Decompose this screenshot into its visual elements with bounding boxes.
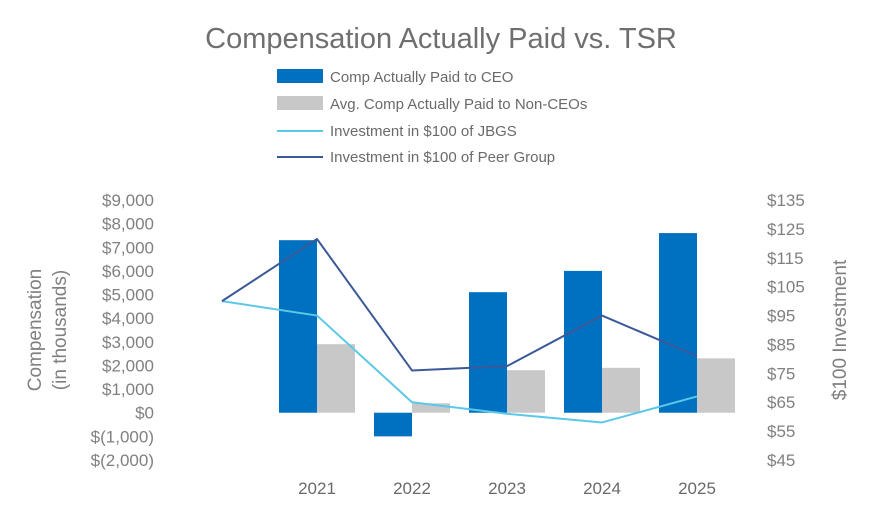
bar-series-2-2021 [317, 344, 355, 413]
y-left-tick-10: $(1,000) [91, 427, 154, 446]
bar-series-1-2023 [469, 292, 507, 413]
y-left-tick-3: $6,000 [102, 262, 154, 281]
bar-series-2-2023 [507, 370, 545, 413]
legend-item-3: Investment in $100 of JBGS [277, 123, 517, 140]
chart-title: Compensation Actually Paid vs. TSR [205, 23, 677, 55]
y-right-axis-label: $100 Investment [830, 259, 851, 400]
y-right-tick-8: $55 [767, 422, 795, 441]
x-tick-2025: 2025 [678, 479, 716, 498]
bar-series-2-2022 [412, 403, 450, 413]
legend-swatch-2 [277, 96, 323, 110]
y-left-tick-0: $9,000 [102, 191, 154, 210]
y-right-axis: $135 $125 $115 $105 $95 $85 $75 $65 $55 $45 [767, 191, 805, 470]
y-left-tick-5: $4,000 [102, 309, 154, 328]
legend-item-4: Investment in $100 of Peer Group [277, 149, 555, 166]
y-left-axis: $9,000 $8,000 $7,000 $6,000 $5,000 $4,000 $3,0… [91, 191, 154, 470]
y-left-axis-label-line-1: Compensation [25, 269, 46, 392]
bar-series-1-2024 [564, 270, 602, 413]
y-left-tick-7: $2,000 [102, 356, 154, 375]
lines-layer [221, 238, 698, 424]
y-left-tick-2: $7,000 [102, 238, 154, 257]
y-right-tick-2: $115 [767, 249, 804, 268]
legend-label-2: Avg. Comp Actually Paid to Non-CEOs [330, 96, 587, 113]
bar-series-1-2021 [279, 240, 317, 413]
x-tick-2024: 2024 [583, 479, 621, 498]
x-tick-2023: 2023 [488, 479, 526, 498]
y-right-tick-9: $45 [767, 451, 795, 470]
y-right-tick-1: $125 [767, 220, 805, 239]
bar-series-1-2022 [374, 412, 412, 437]
y-left-tick-1: $8,000 [102, 215, 154, 234]
x-axis: 2021 2022 2023 2024 2025 [298, 479, 716, 498]
y-left-tick-11: $(2,000) [91, 451, 154, 470]
y-right-tick-0: $135 [767, 191, 805, 210]
y-right-tick-5: $85 [767, 335, 795, 354]
bars-layer [279, 233, 735, 437]
y-right-tick-6: $75 [767, 364, 795, 383]
x-tick-2021: 2021 [298, 479, 336, 498]
line-series-1 [221, 300, 698, 424]
legend-item-2: Avg. Comp Actually Paid to Non-CEOs [277, 96, 587, 113]
y-left-tick-9: $0 [135, 404, 154, 423]
y-left-tick-8: $1,000 [102, 380, 154, 399]
x-tick-2022: 2022 [393, 479, 431, 498]
legend-label-1: Comp Actually Paid to CEO [330, 69, 513, 86]
y-right-tick-3: $105 [767, 278, 805, 297]
y-left-axis-label-line-2: (in thousands) [50, 270, 71, 390]
legend: Comp Actually Paid to CEO Avg. Comp Actua… [277, 69, 587, 166]
bar-series-2-2025 [697, 358, 735, 413]
legend-label-3: Investment in $100 of JBGS [330, 123, 517, 140]
line-series-2 [221, 238, 698, 372]
y-right-tick-7: $65 [767, 393, 795, 412]
bar-series-2-2024 [602, 367, 640, 413]
legend-item-1: Comp Actually Paid to CEO [277, 69, 513, 86]
y-left-tick-4: $5,000 [102, 286, 154, 305]
bar-series-1-2025 [659, 233, 697, 413]
y-left-tick-6: $3,000 [102, 333, 154, 352]
legend-swatch-1 [277, 69, 323, 83]
y-right-tick-4: $95 [767, 307, 795, 326]
legend-label-4: Investment in $100 of Peer Group [330, 149, 555, 166]
